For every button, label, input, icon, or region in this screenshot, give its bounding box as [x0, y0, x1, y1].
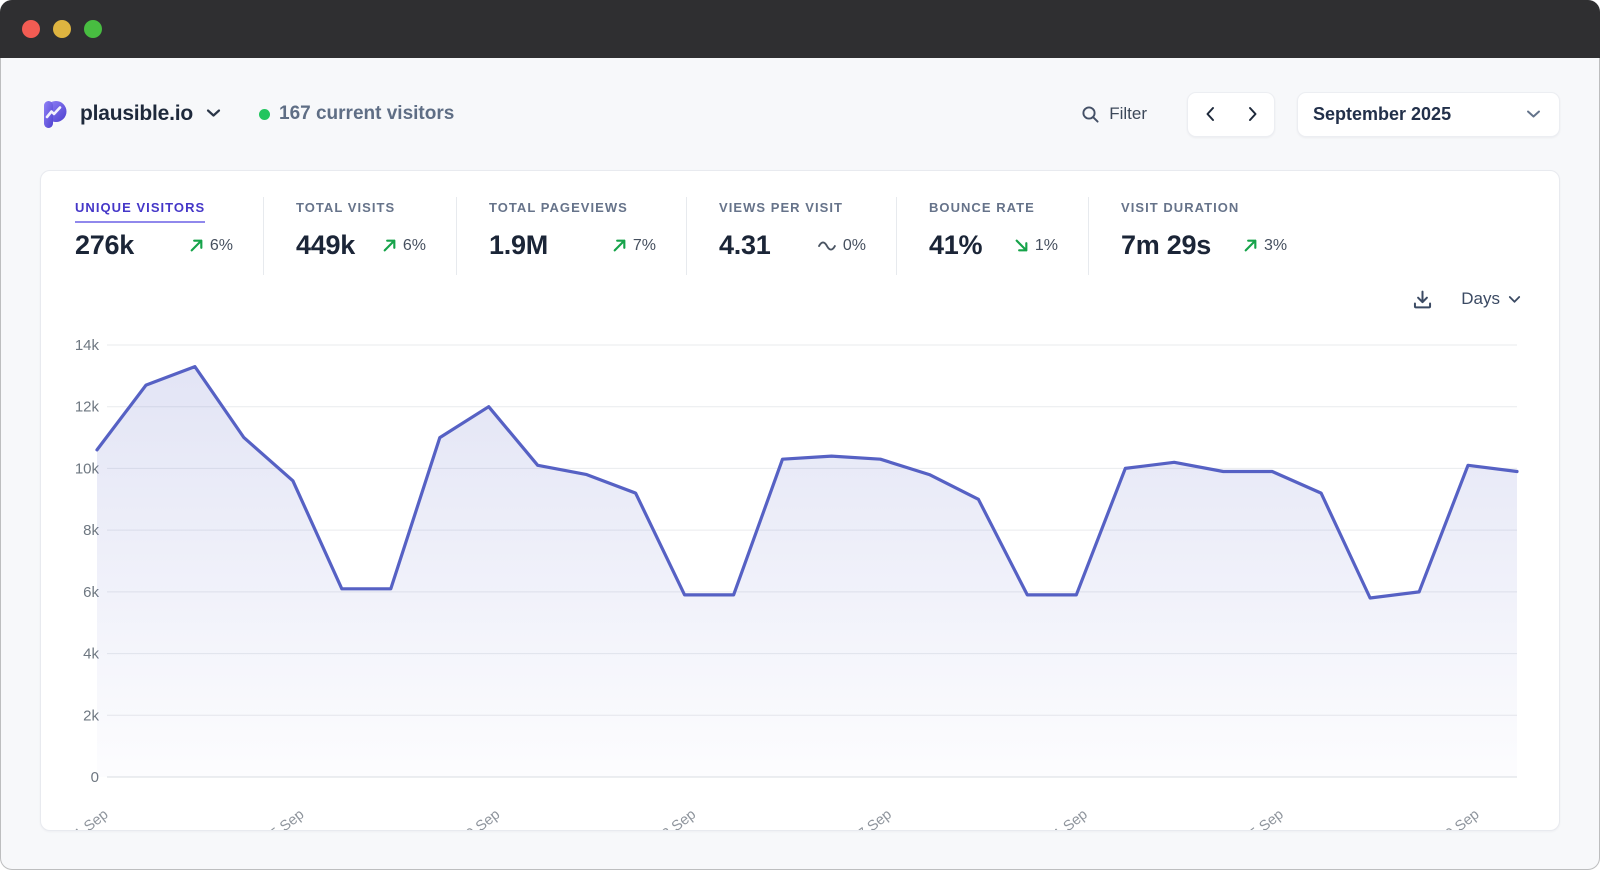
trend-up-icon — [612, 238, 627, 253]
search-icon — [1081, 105, 1100, 124]
svg-text:2k: 2k — [83, 707, 99, 724]
period-nav — [1187, 91, 1275, 137]
chevron-down-icon — [1508, 295, 1521, 304]
stat-value: 41% — [929, 230, 983, 260]
download-icon — [1412, 290, 1433, 313]
stat-label[interactable]: UNIQUE VISITORS — [75, 200, 206, 223]
download-button[interactable] — [1412, 289, 1433, 310]
site-name: plausible.io — [80, 102, 194, 125]
delta-value: 3% — [1263, 236, 1288, 254]
chart-controls: Days — [41, 275, 1559, 323]
stat-delta: 6% — [368, 237, 426, 255]
period-label: September 2025 — [1313, 103, 1452, 124]
chevron-right-icon — [1248, 106, 1258, 122]
trend-down-icon — [1014, 238, 1029, 253]
stat-delta: 1% — [1000, 237, 1058, 255]
stat-value: 276k — [75, 230, 134, 260]
svg-text:9 Sep: 9 Sep — [463, 807, 503, 831]
stat-value: 7m 29s — [1121, 230, 1211, 260]
chevron-left-icon — [1205, 106, 1215, 122]
svg-text:17 Sep: 17 Sep — [849, 807, 895, 831]
stat-delta: 0% — [804, 237, 866, 255]
filter-button[interactable]: Filter — [1081, 104, 1147, 124]
window-zoom-button[interactable] — [84, 20, 102, 38]
svg-text:0: 0 — [91, 769, 99, 786]
period-select[interactable]: September 2025 — [1297, 91, 1560, 137]
delta-value: 0% — [842, 236, 866, 254]
stat-delta: 7% — [598, 237, 656, 255]
svg-text:14k: 14k — [75, 337, 100, 354]
svg-text:12k: 12k — [75, 399, 100, 416]
trend-up-icon — [382, 238, 397, 253]
stat-delta: 6% — [175, 237, 233, 255]
stat-visit-duration[interactable]: VISIT DURATION 7m 29s 3% — [1088, 197, 1317, 275]
stat-label[interactable]: TOTAL PAGEVIEWS — [489, 200, 628, 215]
current-visitors[interactable]: 167 current visitors — [259, 103, 454, 125]
chevron-down-icon — [206, 105, 221, 123]
stat-unique-visitors[interactable]: UNIQUE VISITORS 276k 6% — [41, 197, 263, 275]
window-close-button[interactable] — [22, 20, 40, 38]
trend-flat-icon — [817, 240, 837, 251]
stat-delta: 3% — [1229, 237, 1287, 255]
stat-value: 1.9M — [489, 230, 548, 260]
delta-value: 6% — [402, 236, 426, 254]
site-switcher[interactable]: plausible.io — [40, 99, 221, 130]
svg-text:21 Sep: 21 Sep — [1045, 807, 1091, 831]
trend-up-icon — [1243, 238, 1258, 253]
window-titlebar — [0, 0, 1600, 58]
dashboard-header: plausible.io 167 current visitors Filter — [0, 58, 1600, 170]
stat-total-visits[interactable]: TOTAL VISITS 449k 6% — [263, 197, 456, 275]
stat-label[interactable]: TOTAL VISITS — [296, 200, 396, 215]
stat-label[interactable]: VISIT DURATION — [1121, 200, 1240, 215]
visitors-chart[interactable]: 0 2k 4k 6k 8k 10k 12k 14k 1 Sep 5 Sep 9 Sep 13 Sep 1… — [61, 327, 1526, 831]
svg-text:25 Sep: 25 Sep — [1241, 807, 1287, 831]
stat-label[interactable]: VIEWS PER VISIT — [719, 200, 843, 215]
delta-value: 1% — [1034, 236, 1058, 254]
previous-period-button[interactable] — [1188, 93, 1231, 136]
chevron-down-icon — [1526, 109, 1541, 119]
plausible-logo-icon — [40, 99, 67, 130]
interval-label: Days — [1461, 289, 1500, 308]
delta-value: 6% — [209, 236, 233, 254]
svg-text:13 Sep: 13 Sep — [653, 807, 699, 831]
current-visitors-label: 167 current visitors — [279, 103, 455, 124]
stat-total-pageviews[interactable]: TOTAL PAGEVIEWS 1.9M 7% — [456, 197, 686, 275]
stat-bounce-rate[interactable]: BOUNCE RATE 41% 1% — [896, 197, 1088, 275]
svg-text:8k: 8k — [83, 522, 99, 539]
live-dot-icon — [259, 108, 271, 120]
stat-value: 4.31 — [719, 230, 771, 260]
next-period-button[interactable] — [1231, 93, 1274, 136]
svg-text:1 Sep: 1 Sep — [72, 807, 112, 831]
svg-text:4k: 4k — [83, 646, 99, 663]
svg-text:5 Sep: 5 Sep — [268, 807, 308, 831]
svg-text:10k: 10k — [75, 460, 100, 477]
window-minimize-button[interactable] — [53, 20, 71, 38]
interval-select[interactable]: Days — [1461, 289, 1521, 309]
svg-text:29 Sep: 29 Sep — [1436, 807, 1482, 831]
delta-value: 7% — [632, 236, 656, 254]
top-stats-row: UNIQUE VISITORS 276k 6% TOTAL VISITS 449… — [41, 171, 1559, 275]
visitors-chart-area: 0 2k 4k 6k 8k 10k 12k 14k 1 Sep 5 Sep 9 Sep 13 Sep 1… — [41, 323, 1559, 831]
svg-text:6k: 6k — [83, 584, 99, 601]
stat-views-per-visit[interactable]: VIEWS PER VISIT 4.31 0% — [686, 197, 896, 275]
trend-up-icon — [189, 238, 204, 253]
stat-value: 449k — [296, 230, 355, 260]
stat-label[interactable]: BOUNCE RATE — [929, 200, 1035, 215]
analytics-card: UNIQUE VISITORS 276k 6% TOTAL VISITS 449… — [40, 170, 1560, 831]
filter-label: Filter — [1109, 104, 1147, 123]
